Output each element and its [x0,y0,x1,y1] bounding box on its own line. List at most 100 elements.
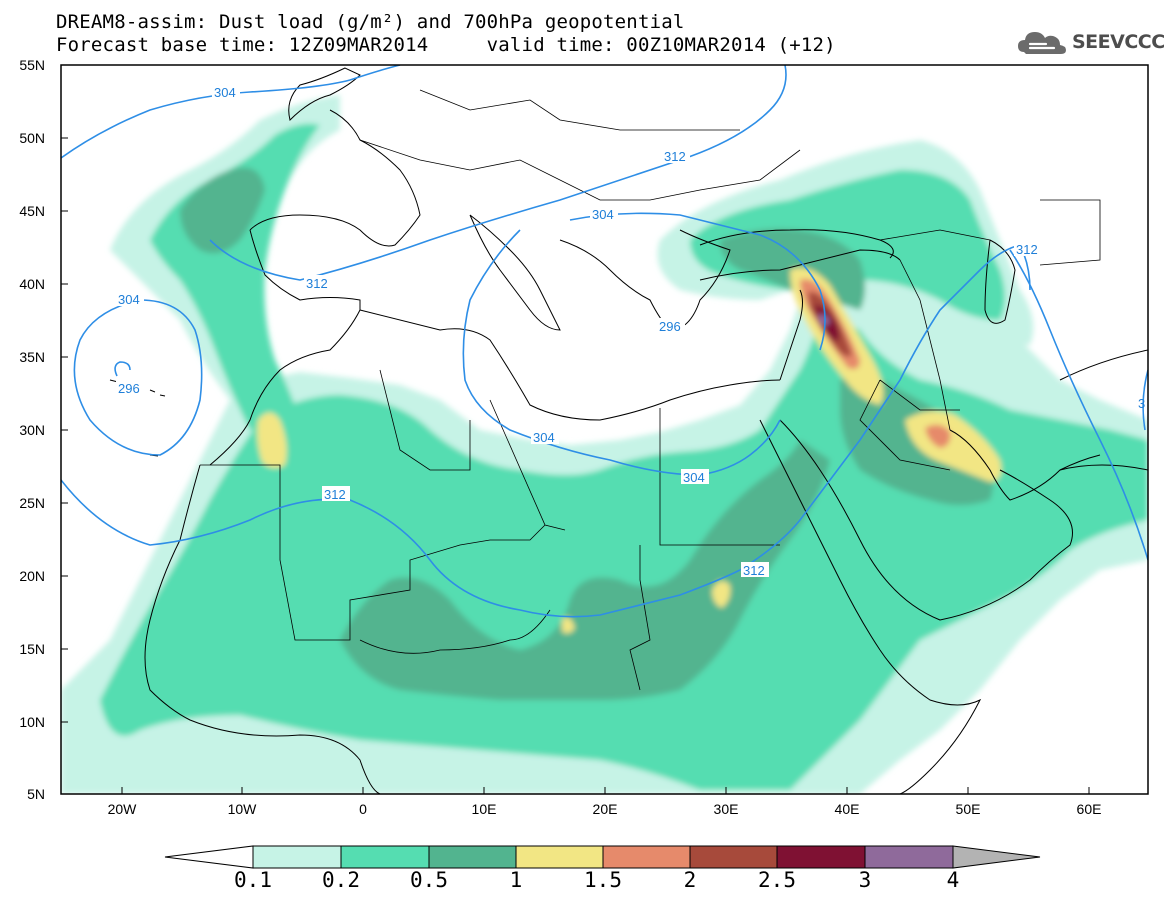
colorbar-label-0: 0.1 [234,868,272,892]
colorbar-label-8: 4 [946,868,960,892]
coastline-morocco-iberia [209,229,361,466]
map-panel: 304 312 304 312 312 304 296 296 304 304 … [61,65,1148,794]
map-title-line2: Forecast base time: 12Z09MAR2014 valid t… [56,34,836,56]
seevccc-logo: SEEVCCC [1016,26,1165,58]
border-mauritania-mali [200,464,546,641]
contour-label-304-north: 304 [214,85,236,100]
border-egypt [659,408,780,546]
contour-312-sahara [61,244,1031,618]
lat-tick-labels: 55N 50N 45N 40N 35N 30N 25N 20N 15N 10N … [19,57,45,802]
lon-label-20w: 20W [108,801,138,817]
colorbar-swatch-1 [340,845,430,869]
contour-label-312-sudan: 312 [743,563,765,578]
border-caucasus [879,199,1101,266]
contour-label-312-east: 312 [1016,242,1038,257]
lon-label-10e: 10E [472,801,497,817]
contour-label-304-egypt: 304 [683,470,705,485]
dust-load-layer [61,95,1148,794]
dust-patch-iraq-orange [925,424,951,448]
lat-label-35n: 35N [19,349,45,365]
contour-label-296: 296 [118,381,140,396]
coastline-iberia-france [249,109,421,247]
contour-label-312-iberia: 312 [306,276,328,291]
coastline-caspian [984,239,1016,324]
border-europe-1 [359,139,801,201]
colorbar-label-4: 1.5 [584,868,622,892]
lon-label-60e: 60E [1077,801,1102,817]
contour-label-312-north: 312 [664,149,686,164]
coastline-iran-east [1059,349,1148,471]
map-title-line1: DREAM8-assim: Dust load (g/m²) and 700hP… [56,11,685,33]
lon-label-0: 0 [359,801,367,817]
cloud-icon [1018,32,1066,54]
contour-304-atlantic [73,299,203,456]
coastline-turkey [699,249,901,381]
contour-312-iran [1142,369,1148,431]
lat-label-55n: 55N [19,57,45,73]
contour-label-304-adriatic: 304 [592,207,614,222]
dust-patch-egypt-yellow [712,581,731,608]
colorbar-swatch-7 [864,845,954,869]
border-algeria-libya [379,369,566,531]
coastline-red-sea [759,419,881,651]
dust-band-iberia-dark [180,167,265,254]
lat-label-40n: 40N [19,276,45,292]
lon-label-50e: 50E [956,801,981,817]
colorbar-label-7: 3 [858,868,872,892]
coastline-atlantic-islands [109,379,166,457]
coastline-arabia [859,469,1073,621]
logo-text: SEEVCCC [1072,31,1165,53]
contour-label-304-atlantic: 304 [118,292,140,307]
border-iran-iraq [899,259,951,431]
colorbar-label-3: 1 [509,868,523,892]
coastline-britain [288,67,361,121]
colorbar-high-arrow [952,845,1041,869]
lon-label-30e: 30E [714,801,739,817]
coastlines-layer [109,67,1148,794]
lat-label-50n: 50N [19,130,45,146]
contour-312-east [1009,249,1148,561]
lat-label-30n: 30N [19,422,45,438]
border-europe-2 [419,89,740,131]
colorbar-swatch-0 [252,845,342,869]
contour-label-3-edge: 3 [1138,396,1145,411]
lon-label-10w: 10W [228,801,258,817]
coastline-west-africa [144,464,381,794]
lon-label-40e: 40E [835,801,860,817]
dust-band-anatolia-mid [690,170,1005,320]
coastline-black-sea [699,229,894,259]
colorbar-low-arrow [164,845,254,869]
colorbar-label-1: 0.2 [322,868,360,892]
contour-312-north [209,65,787,281]
colorbar-swatch-3 [515,845,604,869]
contour-304-north [61,65,401,159]
lat-label-45n: 45N [19,203,45,219]
lon-label-20e: 20E [593,801,618,817]
axis-ticks [61,64,1090,795]
coastline-horn-africa [879,649,982,794]
colorbar-swatch-6 [776,845,866,869]
contour-label-304-libya: 304 [533,430,555,445]
lat-label-20n: 20N [19,568,45,584]
coastline-north-africa [359,309,781,421]
border-sudan-chad [629,545,651,691]
country-borders-layer [200,89,1101,691]
colorbar-swatch-5 [689,845,778,869]
contour-label-312-sahara: 312 [324,487,346,502]
dust-patch-chad-yellow [562,617,575,634]
lat-label-15n: 15N [19,641,45,657]
coastline-italy [469,214,561,331]
contour-304-turkey [569,212,826,351]
lat-label-25n: 25N [19,495,45,511]
colorbar-swatch-4 [602,845,691,869]
colorbar-swatch-2 [428,845,517,869]
border-nigeria-niger [359,609,551,654]
dust-patch-turkey-purple [818,314,830,326]
contour-296 [114,361,131,377]
coastline-persian-gulf [949,429,1101,501]
colorbar-label-5: 2 [683,868,697,892]
lat-label-10n: 10N [19,714,45,730]
dust-band-sahel-dark [340,440,830,700]
dust-patch-morocco-yellow [257,412,287,468]
